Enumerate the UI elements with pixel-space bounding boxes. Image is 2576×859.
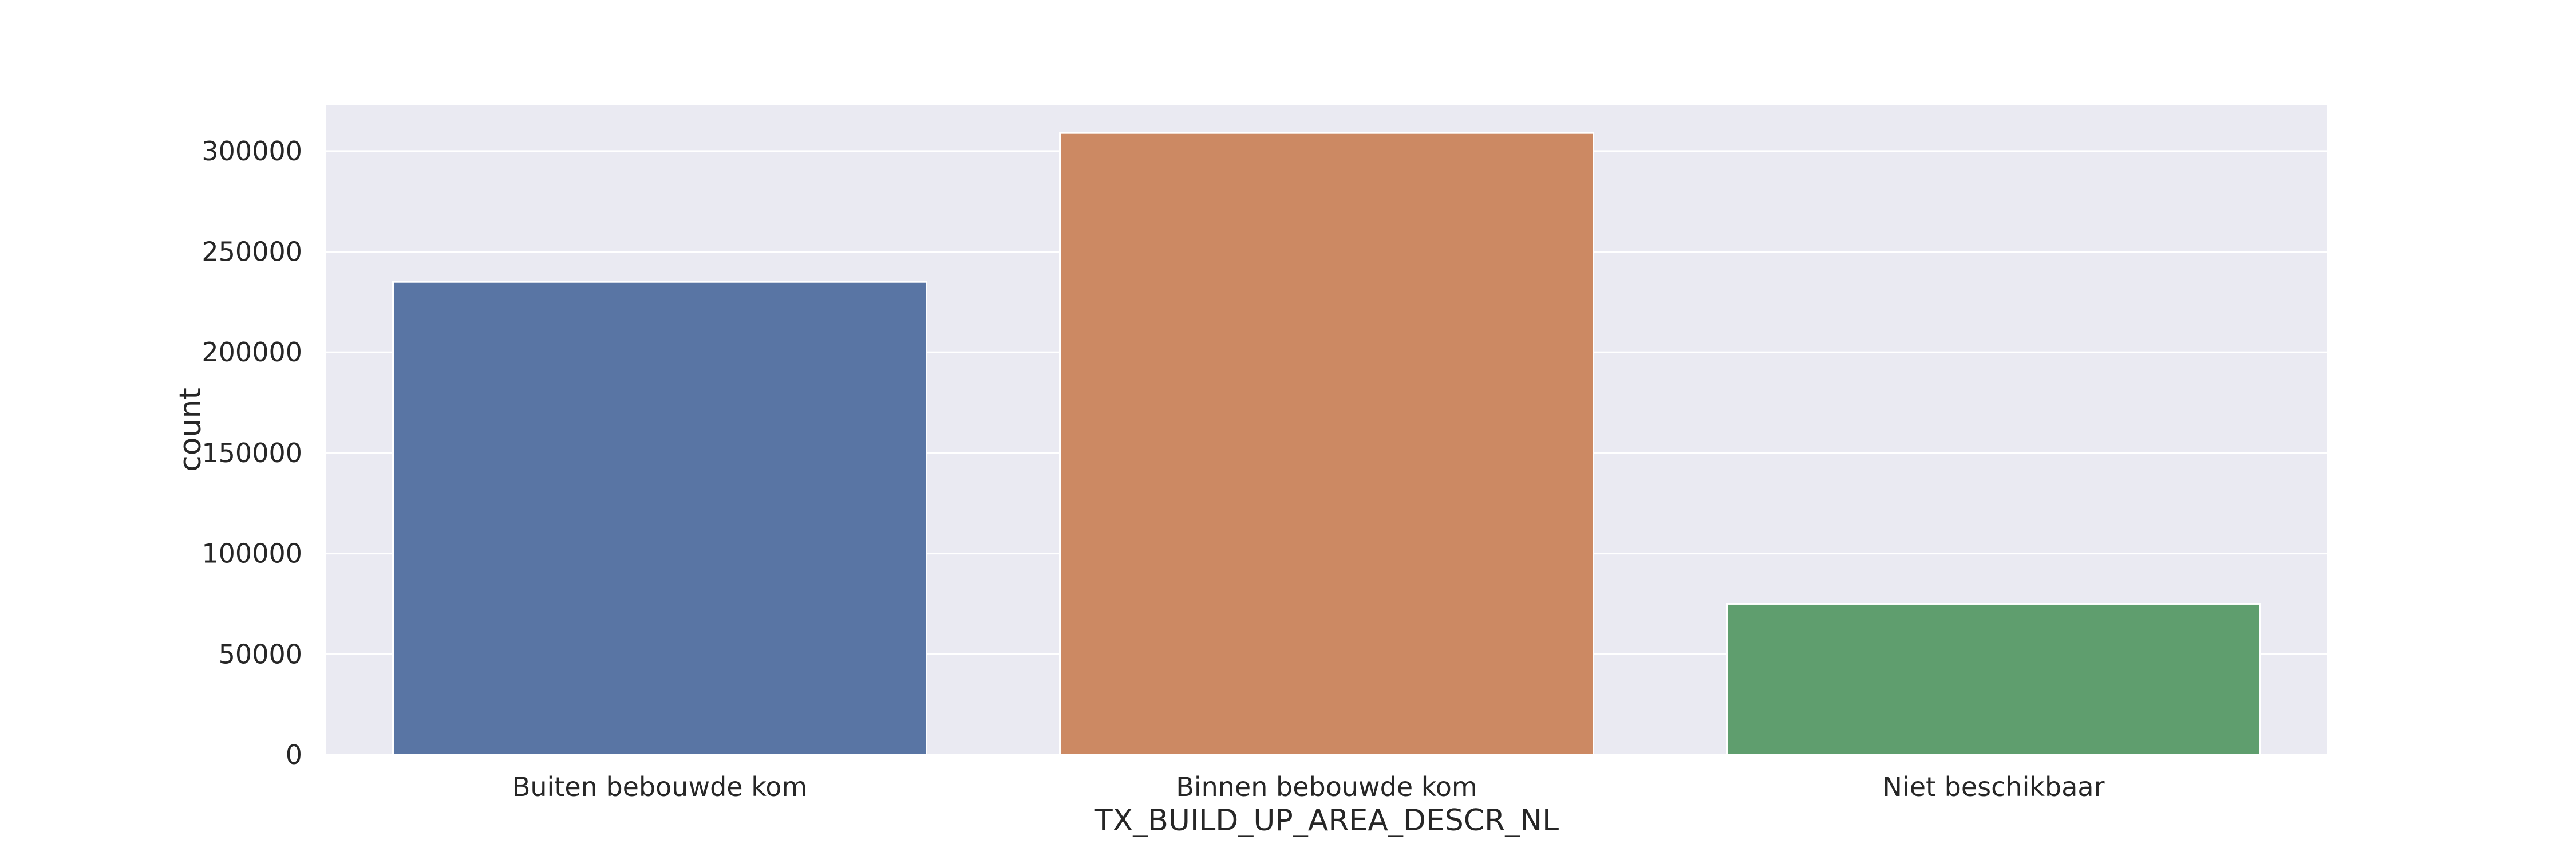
y-tick-label: 150000 — [202, 438, 302, 468]
y-axis-label: count — [173, 388, 208, 472]
y-tick-label: 0 — [286, 739, 302, 770]
y-tick-labels: 0 50000 100000 150000 200000 250000 300000 — [202, 136, 302, 770]
bar — [392, 281, 927, 756]
x-tick-labels: Buiten bebouwde kom Binnen bebouwde kom Ni… — [512, 771, 2105, 802]
x-tick-label: Binnen bebouwde kom — [1176, 771, 1477, 802]
bar — [1726, 602, 2261, 756]
y-tick-label: 100000 — [202, 538, 302, 569]
x-tick-label: Buiten bebouwde kom — [512, 771, 807, 802]
y-tick-label: 200000 — [202, 337, 302, 368]
y-tick-label: 50000 — [219, 639, 302, 669]
y-tick-label: 250000 — [202, 237, 302, 267]
bar — [1059, 132, 1594, 756]
bars — [392, 132, 2261, 756]
x-axis-label: TX_BUILD_UP_AREA_DESCR_NL — [1094, 803, 1559, 838]
x-tick-label: Niet beschikbaar — [1883, 771, 2105, 802]
y-tick-label: 300000 — [202, 136, 302, 167]
